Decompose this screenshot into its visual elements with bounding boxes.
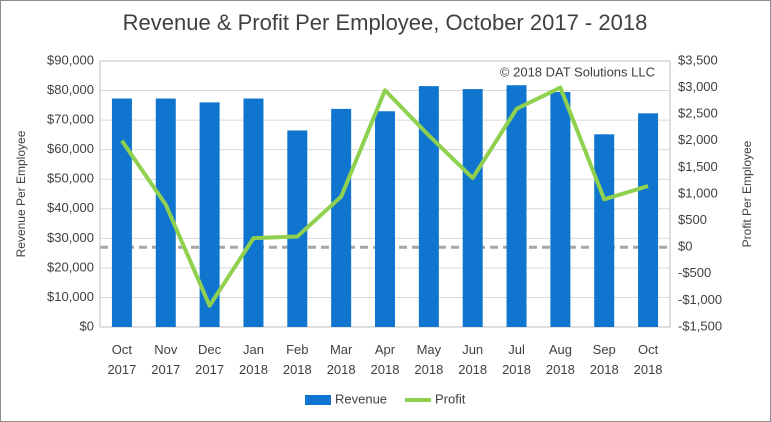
x-tick-label: Jan 2018 bbox=[239, 342, 268, 377]
x-tick-label: Oct 2018 bbox=[634, 342, 663, 377]
y-tick-label: $70,000 bbox=[47, 112, 94, 127]
y2-tick-label: $3,000 bbox=[678, 79, 718, 94]
y-tick-label: $90,000 bbox=[47, 52, 94, 67]
x-tick-label: Oct 2017 bbox=[107, 342, 136, 377]
legend-label: Profit bbox=[435, 391, 466, 406]
x-tick-label: Jun 2018 bbox=[458, 342, 487, 377]
x-tick-label: Feb 2018 bbox=[283, 342, 312, 377]
x-tick-label: Dec 2017 bbox=[195, 342, 224, 377]
y2-tick-label: $1,000 bbox=[678, 185, 718, 200]
bar bbox=[638, 113, 659, 328]
y-tick-label: $50,000 bbox=[47, 171, 94, 186]
bar bbox=[199, 102, 220, 327]
y-tick-label: $30,000 bbox=[47, 230, 94, 245]
bar bbox=[155, 98, 176, 327]
bar bbox=[243, 98, 264, 327]
bar bbox=[462, 89, 483, 327]
x-tick-label: Mar 2018 bbox=[327, 342, 356, 377]
y-tick-label: $80,000 bbox=[47, 82, 94, 97]
y-tick-label: $0 bbox=[80, 318, 94, 333]
x-tick-label: May 2018 bbox=[414, 342, 443, 377]
x-tick-label: Jul 2018 bbox=[502, 342, 531, 377]
y-tick-label: $40,000 bbox=[47, 200, 94, 215]
y2-tick-label: $3,500 bbox=[678, 52, 718, 67]
bar bbox=[331, 108, 352, 327]
y2-tick-label: -$1,500 bbox=[678, 318, 722, 333]
bar bbox=[594, 134, 615, 327]
bar bbox=[418, 86, 439, 327]
annotation: © 2018 DAT Solutions LLC bbox=[500, 64, 655, 79]
y2-tick-label: $1,500 bbox=[678, 159, 718, 174]
y-tick-label: $10,000 bbox=[47, 289, 94, 304]
y-tick-label: $60,000 bbox=[47, 141, 94, 156]
x-tick-label: Aug 2018 bbox=[546, 342, 575, 377]
x-tick-label: Apr 2018 bbox=[371, 342, 400, 377]
bar bbox=[550, 92, 571, 328]
y-tick-label: $20,000 bbox=[47, 259, 94, 274]
legend-label: Revenue bbox=[335, 391, 387, 406]
y2-tick-label: -$1,000 bbox=[678, 292, 722, 307]
y2-tick-label: $500 bbox=[678, 212, 707, 227]
legend-swatch bbox=[305, 395, 331, 405]
y2-axis-title: Profit Per Employee bbox=[740, 140, 754, 247]
x-tick-label: Sep 2018 bbox=[590, 342, 619, 377]
bar bbox=[375, 111, 395, 327]
y2-tick-label: $2,500 bbox=[678, 106, 718, 121]
y2-tick-label: -$500 bbox=[678, 265, 711, 280]
y2-tick-label: $2,000 bbox=[678, 132, 718, 147]
chart-title: Revenue & Profit Per Employee, October 2… bbox=[123, 10, 648, 35]
bar bbox=[287, 130, 308, 327]
line bbox=[120, 85, 649, 308]
x-tick-label: Nov 2017 bbox=[151, 342, 180, 377]
bar bbox=[506, 85, 527, 327]
bar bbox=[111, 98, 132, 327]
y-axis-title: Revenue Per Employee bbox=[14, 130, 28, 257]
y2-tick-label: $0 bbox=[678, 239, 692, 254]
